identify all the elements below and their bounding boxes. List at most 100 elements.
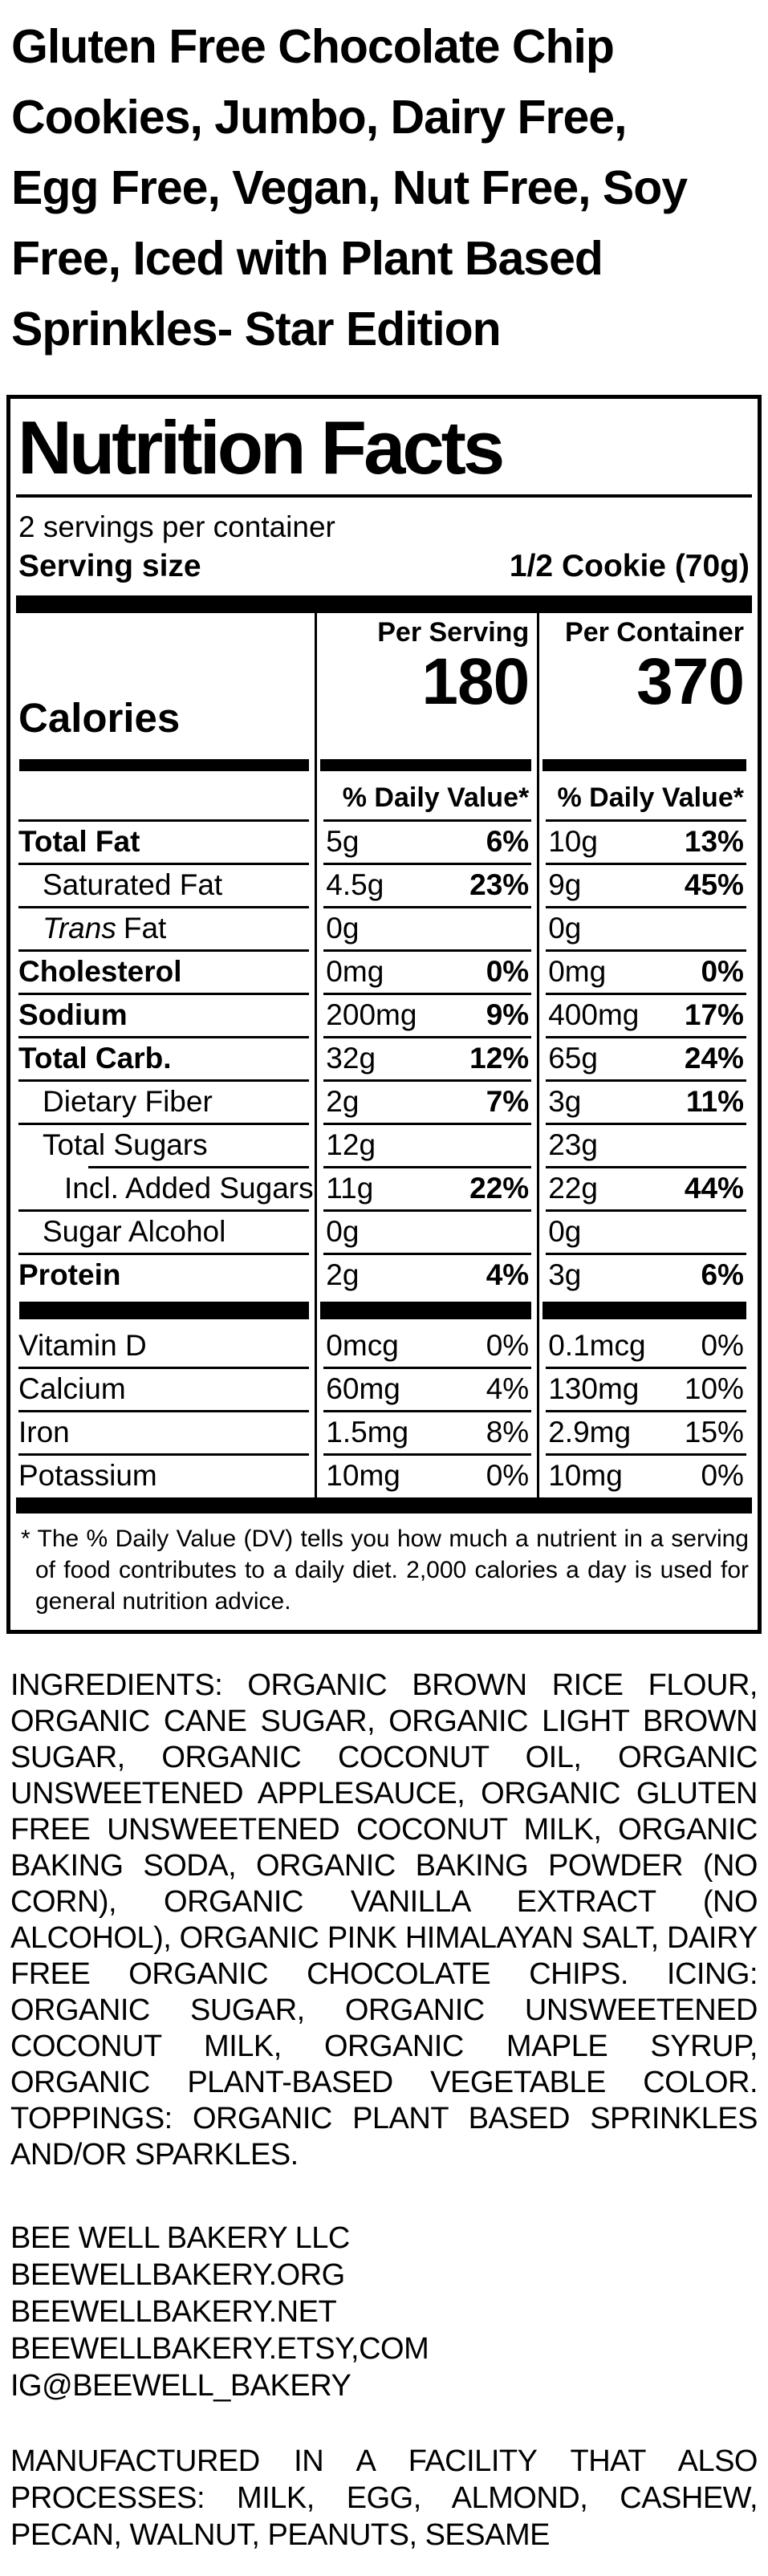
nutrient-label: Saturated Fat (16, 862, 315, 907)
daily-value: 23% (469, 868, 530, 902)
nutrient-row-trans-fat: Trans Fat 0g 0g (16, 905, 752, 951)
vitamin-row-vitamin-d: Vitamin D 0mcg 0% 0.1mcg 0% (16, 1324, 752, 1368)
product-title: Gluten Free Chocolate Chip Cookies, Jumb… (0, 0, 768, 364)
amount: 2g (326, 1258, 360, 1292)
amount: 3g (548, 1258, 582, 1292)
thick-bar-segment (19, 758, 310, 771)
per-container-cell: 400mg 17% (537, 992, 752, 1038)
nutrient-row-total-sugars: Total Sugars 12g 23g (16, 1122, 752, 1168)
daily-value-header-row: % Daily Value* % Daily Value* (16, 775, 752, 821)
nutrient-label-italic: Trans (43, 912, 116, 945)
vitamin-row-potassium: Potassium 10mg 0% 10mg 0% (16, 1453, 752, 1498)
daily-value: 4% (486, 1372, 530, 1406)
per-container-cell: 0g (537, 905, 752, 951)
bar-cell (537, 1297, 752, 1325)
amount: 10g (548, 825, 598, 859)
daily-value: 6% (486, 825, 530, 859)
amount: 5g (326, 825, 360, 859)
calories-row: Calories Per Serving 180 Per Container 3… (16, 613, 752, 755)
maker-instagram: IG@BEEWELL_BAKERY (10, 2369, 351, 2403)
nutrient-label-rest: Fat (123, 912, 167, 945)
daily-value: 24% (684, 1042, 744, 1075)
per-serving-cell: 11g 22% (315, 1165, 537, 1211)
vitamin-label: Calcium (16, 1366, 315, 1411)
nutrient-label: Incl. Added Sugars (16, 1165, 315, 1210)
nutrient-label: Sugar Alcohol (16, 1209, 315, 1253)
amount: 32g (326, 1042, 376, 1075)
maker-website-org: BEEWELLBAKERY.ORG (10, 2258, 345, 2293)
amount: 12g (326, 1128, 376, 1162)
daily-value: 0% (486, 955, 530, 989)
serving-size-value: 1/2 Cookie (70g) (509, 549, 750, 584)
daily-value: 13% (684, 825, 744, 859)
bar-cell (16, 1297, 315, 1324)
nutrient-label: Trans Fat (16, 905, 315, 950)
per-serving-cell: 4.5g 23% (315, 862, 537, 908)
daily-value-footnote: * The % Daily Value (DV) tells you how m… (21, 1526, 749, 1615)
nutrient-row-sugar-alcohol: Sugar Alcohol 0g 0g (16, 1209, 752, 1254)
daily-value: 44% (684, 1172, 744, 1205)
daily-value: 0% (701, 1329, 744, 1363)
nutrient-label: Total Sugars (16, 1122, 315, 1167)
heading-rule (16, 494, 752, 498)
amount: 400mg (548, 998, 640, 1032)
per-serving-cell: 12g (315, 1122, 537, 1168)
per-serving-cell: 0mcg 0% (315, 1324, 537, 1368)
daily-value: 6% (701, 1258, 744, 1292)
per-serving-cell: 2g 4% (315, 1252, 537, 1298)
nutrient-row-sodium: Sodium 200mg 9% 400mg 17% (16, 992, 752, 1038)
thick-bar-segment (320, 1302, 532, 1320)
per-serving-cell: 0g (315, 905, 537, 951)
daily-value: 15% (684, 1416, 744, 1449)
maker-name: BEE WELL BAKERY LLC (10, 2221, 350, 2256)
vitamin-row-iron: Iron 1.5mg 8% 2.9mg 15% (16, 1409, 752, 1455)
per-container-cell: 0g (537, 1209, 752, 1254)
per-container-cell: 65g 24% (537, 1035, 752, 1081)
amount: 23g (548, 1128, 598, 1162)
thick-bar-segment (19, 1302, 310, 1320)
empty-cell (16, 775, 315, 820)
serving-size-row: Serving size 1/2 Cookie (70g) (16, 546, 752, 595)
thick-bar-segment (542, 1302, 746, 1320)
amount: 3g (548, 1085, 582, 1119)
calories-per-serving-cell: Per Serving 180 (315, 613, 537, 755)
product-title-line: Cookies, Jumbo, Dairy Free, (11, 91, 627, 144)
nutrition-facts-panel: Nutrition Facts 2 servings per container… (6, 395, 762, 1635)
nutrient-label: Total Carb. (16, 1035, 315, 1080)
nutrient-row-saturated-fat: Saturated Fat 4.5g 23% 9g 45% (16, 862, 752, 908)
per-container-cell: 23g (537, 1122, 752, 1168)
per-container-cell: 2.9mg 15% (537, 1409, 752, 1455)
nutrient-label: Protein (16, 1252, 315, 1297)
daily-value-header-serving: % Daily Value* (315, 775, 537, 821)
daily-value: 9% (486, 998, 530, 1032)
nutrition-facts-heading: Nutrition Facts (18, 405, 505, 490)
per-container-cell: 0mg 0% (537, 949, 752, 994)
nutrient-label: Dietary Fiber (16, 1079, 315, 1123)
amount: 0g (548, 1215, 582, 1249)
allergen-notice: MANUFACTURED IN A FACILITY THAT ALSO PRO… (10, 2444, 758, 2553)
per-container-cell: 3g 11% (537, 1079, 752, 1124)
amount: 0mg (326, 955, 384, 989)
per-container-cell: 0.1mcg 0% (537, 1324, 752, 1368)
nutrient-row-total-fat: Total Fat 5g 6% 10g 13% (16, 819, 752, 864)
bar-cell (537, 754, 752, 776)
calories-label-cell: Calories (16, 613, 315, 754)
calories-per-container-cell: Per Container 370 (537, 613, 752, 755)
per-container-cell: 9g 45% (537, 862, 752, 908)
thick-bar-segment (320, 758, 532, 771)
vitamin-label: Vitamin D (18, 1329, 147, 1363)
daily-value: 11% (685, 1085, 744, 1119)
nutrient-label: Cholesterol (16, 949, 315, 993)
maker-etsy: BEEWELLBAKERY.ETSY,COM (10, 2332, 429, 2367)
nutrient-row-added-sugars: Incl. Added Sugars 11g 22% 22g 44% (16, 1165, 752, 1211)
amount: 0mg (548, 955, 607, 989)
daily-value: 0% (701, 1459, 744, 1493)
amount: 65g (548, 1042, 598, 1075)
per-serving-cell: 1.5mg 8% (315, 1409, 537, 1455)
nutrient-label: Sodium (16, 992, 315, 1037)
amount: 2g (326, 1085, 360, 1119)
amount: 22g (548, 1172, 598, 1205)
amount: 60mg (326, 1372, 400, 1406)
per-container-cell: 3g 6% (537, 1252, 752, 1298)
amount: 9g (548, 868, 582, 902)
